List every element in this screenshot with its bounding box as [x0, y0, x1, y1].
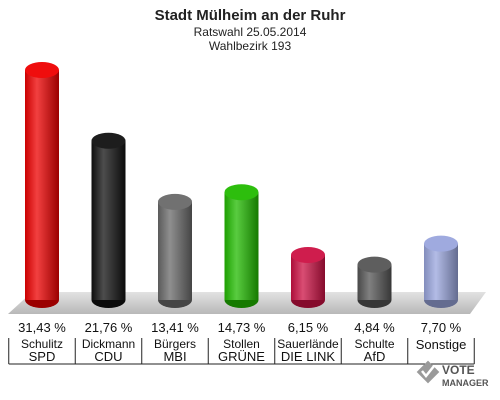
- party-label: DIE LINK: [281, 349, 336, 364]
- bar-top: [158, 193, 192, 210]
- bar-afd: [357, 256, 392, 308]
- bar-body: [424, 243, 458, 300]
- bar-body: [224, 192, 259, 300]
- bar-spd: [25, 62, 59, 308]
- chart-title: Stadt Mülheim an der Ruhr: [155, 7, 346, 24]
- bar-top: [291, 246, 325, 263]
- value-label: 31,43 %: [18, 320, 66, 335]
- logo-text-manager: MANAGER: [442, 378, 489, 388]
- value-label: 6,15 %: [288, 320, 329, 335]
- candidate-label: Stollen: [223, 337, 260, 351]
- bar-sonstige: [424, 235, 458, 308]
- party-label: MBI: [163, 349, 186, 364]
- party-label: AfD: [364, 349, 386, 364]
- bar-body: [158, 201, 192, 300]
- candidate-label: Sauerlände: [277, 337, 339, 351]
- value-label: 21,76 %: [85, 320, 133, 335]
- bar-top: [25, 62, 59, 78]
- bar-top: [424, 235, 458, 252]
- candidate-label: Schulitz: [21, 337, 63, 351]
- candidate-label: Bürgers: [154, 337, 196, 351]
- party-label: CDU: [94, 349, 122, 364]
- party-label: Sonstige: [416, 337, 467, 352]
- chart-subtitle: Ratswahl 25.05.2014: [194, 25, 307, 39]
- bar-top: [224, 184, 259, 201]
- bar-mbi: [158, 193, 192, 308]
- party-label: GRÜNE: [218, 349, 265, 364]
- bar-group: [25, 62, 458, 308]
- chart-subtitle-district: Wahlbezirk 193: [209, 39, 292, 53]
- value-label: 14,73 %: [218, 320, 266, 335]
- value-label: 4,84 %: [354, 320, 395, 335]
- candidate-label: Dickmann: [82, 337, 135, 351]
- value-label: 13,41 %: [151, 320, 199, 335]
- bar-body: [25, 70, 59, 300]
- bar-grüne: [224, 184, 259, 308]
- vote-manager-logo: VOTE MANAGER: [416, 360, 489, 388]
- bar-die-link: [291, 246, 325, 308]
- bar-cdu: [91, 132, 126, 308]
- bar-top: [91, 132, 126, 149]
- party-label: SPD: [29, 349, 56, 364]
- bar-body: [91, 140, 126, 300]
- logo-text-vote: VOTE: [442, 363, 475, 377]
- candidate-label: Schulte: [354, 337, 394, 351]
- bar-top: [357, 256, 392, 273]
- value-label: 7,70 %: [421, 320, 462, 335]
